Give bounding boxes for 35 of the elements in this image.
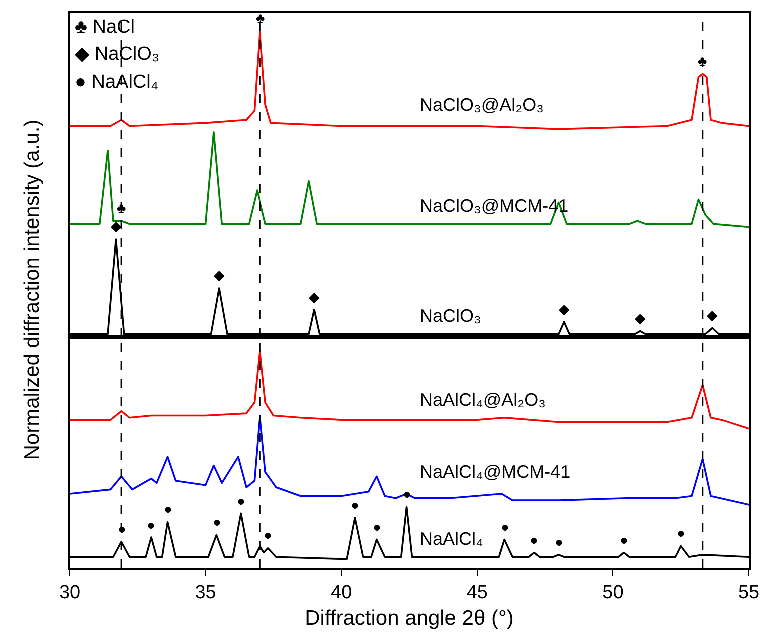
- annotation: ●: [164, 501, 172, 517]
- annotation: ♣ NaCl: [75, 17, 135, 38]
- x-axis-title: Diffraction angle 2θ (°): [305, 607, 514, 630]
- x-tick-label: 55: [738, 582, 760, 604]
- x-tick-label: 35: [195, 582, 216, 604]
- x-tick-label: 50: [602, 582, 624, 604]
- annotation: ●: [213, 514, 222, 530]
- annotation: ●: [555, 534, 564, 550]
- annotation: ◆ NaClO₃: [75, 44, 160, 65]
- annotation: ●: [351, 497, 360, 513]
- series-label: NaClO₃: [420, 306, 482, 326]
- annotation: ◆: [559, 301, 570, 317]
- series-label: NaAlCl₄: [420, 529, 484, 549]
- series-label: NaClO₃@Al₂O₃: [420, 95, 544, 115]
- annotation: ●: [264, 527, 272, 543]
- annotation: ◆: [707, 307, 718, 323]
- annotation: ◆: [111, 218, 122, 234]
- annotation: ●: [530, 532, 538, 548]
- annotation: ● NaAlCl₄: [75, 72, 159, 93]
- annotation: ●: [620, 532, 628, 548]
- annotation: ♣: [256, 10, 266, 26]
- series-label: NaAlCl₄@MCM-41: [420, 462, 571, 482]
- x-tick-label: 40: [331, 582, 352, 604]
- annotation: ●: [147, 517, 156, 533]
- annotation: ◆: [635, 310, 646, 326]
- annotation: ●: [237, 493, 246, 509]
- annotation: ●: [373, 519, 382, 535]
- y-axis-title: Normalized diffraction intensity (a.u.): [21, 120, 44, 460]
- annotation: ●: [677, 525, 686, 541]
- x-tick-label: 45: [466, 582, 488, 604]
- x-tick-label: 30: [59, 582, 81, 604]
- annotation: ◆: [214, 267, 225, 283]
- series-label: NaAlCl₄@Al₂O₃: [420, 390, 546, 410]
- annotation: ◆: [309, 289, 320, 305]
- annotation: ●: [501, 519, 510, 535]
